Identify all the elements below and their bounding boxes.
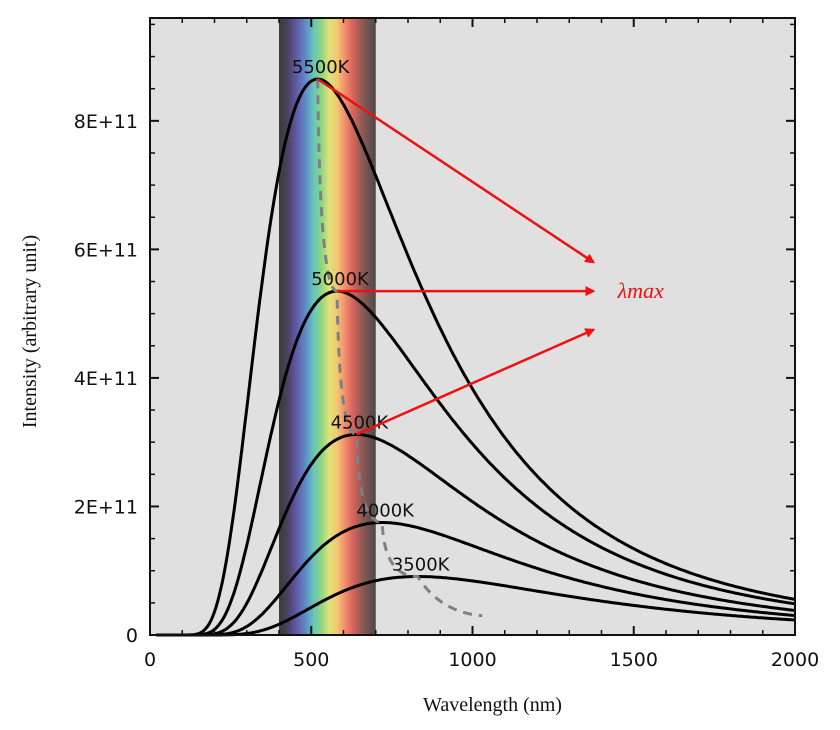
- curve-label-4000k: 4000K: [356, 501, 415, 522]
- curve-5000k: [156, 289, 796, 637]
- lambda-max-arrows: [317, 78, 596, 436]
- lambda-arrow-3: [355, 328, 596, 436]
- lambda-arrow-1: [317, 78, 596, 264]
- axis-tick-labels: 0 500 1000 1500 2000 0 2E+11 4E+11 6E+11 8E+11: [74, 111, 819, 671]
- curve-4000k: [156, 521, 796, 637]
- x-tick-label: 1500: [610, 649, 658, 671]
- lambda-max-label: λmax: [617, 278, 664, 303]
- temperature-curves: [156, 77, 796, 637]
- y-tick-label: 0: [126, 625, 138, 647]
- x-tick-label: 500: [293, 649, 329, 671]
- curve-3500k: [156, 575, 796, 637]
- curve-label-5500k: 5500K: [292, 57, 351, 78]
- y-tick-label: 6E+11: [74, 239, 138, 261]
- x-axis-title: Wavelength (nm): [423, 694, 562, 716]
- y-axis-title: Intensity (arbitrary unit): [19, 235, 41, 428]
- curve-label-5000k: 5000K: [311, 269, 370, 290]
- curve-5500k: [156, 77, 796, 637]
- x-tick-label: 0: [144, 649, 156, 671]
- curve-4500k: [156, 433, 796, 637]
- axis-ticks: [149, 18, 796, 636]
- x-tick-label: 1000: [448, 649, 496, 671]
- y-tick-label: 2E+11: [74, 496, 138, 518]
- visible-spectrum-band: [279, 18, 376, 635]
- x-tick-label: 2000: [771, 649, 819, 671]
- y-tick-label: 4E+11: [74, 368, 138, 390]
- curve-label-3500k: 3500K: [392, 555, 451, 576]
- curve-label-4500k: 4500K: [331, 412, 390, 433]
- curve-labels: 5500K 5000K 4500K 4000K 3500K: [292, 57, 451, 575]
- y-tick-label: 8E+11: [74, 111, 138, 133]
- peak-locus-dashed-line: [316, 79, 483, 618]
